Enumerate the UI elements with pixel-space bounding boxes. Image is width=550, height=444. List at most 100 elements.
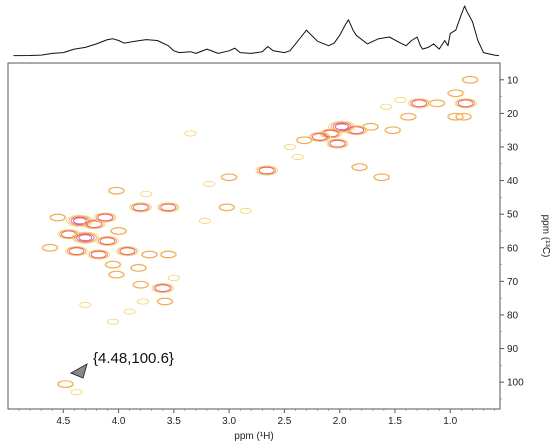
contour-peak [220,173,238,182]
contour-level [457,99,474,107]
contour-level [328,120,356,133]
contour-peak [454,112,473,121]
contour-level [429,99,445,107]
contour-level [160,203,177,212]
y-axis: 10 20 30 40 50 60 70 80 90 100 [500,75,524,400]
contour-level [119,247,136,255]
contour-level [73,232,97,243]
contour-level [71,231,100,244]
contour-peak [328,120,356,133]
contour-peak [129,263,148,272]
contour-level [384,126,402,135]
contour-level [203,180,216,187]
contour-peak [373,173,391,182]
contour-peak [218,203,236,212]
contour-level [140,250,159,259]
contour-level [89,250,109,259]
contour-peak [151,283,175,294]
contour-level [255,165,278,176]
contour-peak [41,243,59,252]
contour-level [219,203,235,211]
proton-projection [13,5,499,57]
contour-level [56,380,75,389]
contour-peak [57,229,81,240]
contour-peak [96,235,119,246]
contour-peak [283,143,296,150]
contour-peak [79,301,92,308]
contour-level [129,263,148,272]
contour-peak [132,280,150,289]
contour-level [107,318,120,325]
contour-level [454,112,473,121]
contour-level [184,130,197,137]
contour-level [73,217,87,225]
contour-level [348,126,365,134]
contour-level [461,75,479,84]
y-axis-label: ppm (¹³C) [540,215,550,258]
contour-level [107,270,126,279]
contour-level [400,113,416,121]
contour-peak [140,250,159,259]
contour-peak [123,308,136,315]
contour-level [104,260,122,269]
contour-level [79,301,92,308]
contour-level [107,186,126,195]
contour-peak [129,202,152,213]
contour-level [373,173,391,182]
contour-level [108,187,124,195]
contour-level [141,250,157,259]
contour-level [57,229,81,240]
contour-peak [399,112,417,121]
contour-level [70,389,83,396]
contour-peak [447,89,465,98]
contour-level [327,139,347,148]
contour-level [58,380,74,388]
contour-level [167,274,180,281]
contour-level [448,89,464,97]
contour-level [448,113,464,121]
y-tick-label: 10 [507,75,519,86]
plot-frame [7,62,501,410]
contour-peak [70,389,83,396]
contour-level [455,113,471,121]
contour-level [408,98,431,109]
contour-peak [255,165,278,176]
contour-peak [107,186,126,195]
y-tick-label: 50 [507,210,519,221]
contour-level [111,227,127,235]
contour-level [334,123,349,131]
contour-level [133,281,149,289]
contour-level [330,121,354,132]
contour-peak [107,318,120,325]
contour-level [97,213,114,222]
contour-level [411,99,428,107]
x-tick-label: 4.5 [56,416,70,427]
x-tick-label: 3.0 [222,416,236,427]
contour-level [130,264,146,272]
contour-peak [116,246,139,257]
contour-level [98,236,118,246]
contour-level [385,126,401,134]
contour-peak [82,219,106,230]
contour-level [94,212,117,223]
contour-level [158,203,178,212]
contour-level [132,203,149,212]
contour-peak [184,130,197,137]
contour-level [110,226,128,235]
contour-level [123,308,136,315]
peak-annotation: {4.48,100.6} [69,350,174,379]
contour-peak [110,226,128,235]
contour-level [41,243,59,252]
contour-level [116,246,139,257]
contour-peak [157,202,180,213]
contour-peak [56,380,75,389]
contour-level [462,76,478,84]
x-tick-label: 4.0 [112,416,126,427]
contour-peak [71,231,100,244]
contour-peak [408,98,431,109]
contour-level [350,163,369,172]
contour-level [198,217,211,224]
contour-level [157,202,180,213]
contour-peak [447,112,465,121]
contour-level [82,219,106,230]
